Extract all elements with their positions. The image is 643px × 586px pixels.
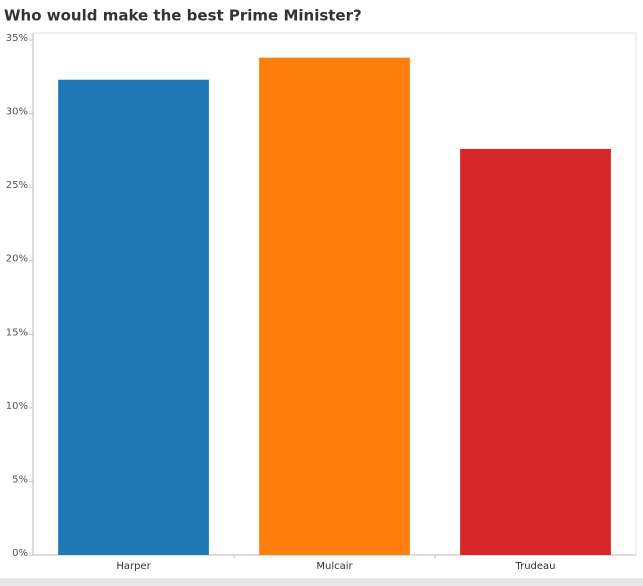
x-tick-label: Trudeau xyxy=(514,561,555,572)
x-tick-label: Mulcair xyxy=(316,561,353,572)
y-tick-label: 10% xyxy=(6,401,28,412)
y-tick-label: 5% xyxy=(12,474,28,485)
footer-bar xyxy=(0,578,643,586)
chart-title: Who would make the best Prime Minister? xyxy=(4,7,362,25)
x-tick-label: Harper xyxy=(116,561,151,572)
bar xyxy=(460,148,611,555)
y-tick-label: 15% xyxy=(6,327,28,338)
y-tick-label: 0% xyxy=(12,548,28,559)
y-tick-label: 25% xyxy=(6,180,28,191)
bar xyxy=(259,57,410,556)
y-tick-label: 35% xyxy=(6,33,28,44)
y-tick-label: 30% xyxy=(6,107,28,118)
y-tick-label: 20% xyxy=(6,254,28,265)
bar xyxy=(58,79,209,555)
